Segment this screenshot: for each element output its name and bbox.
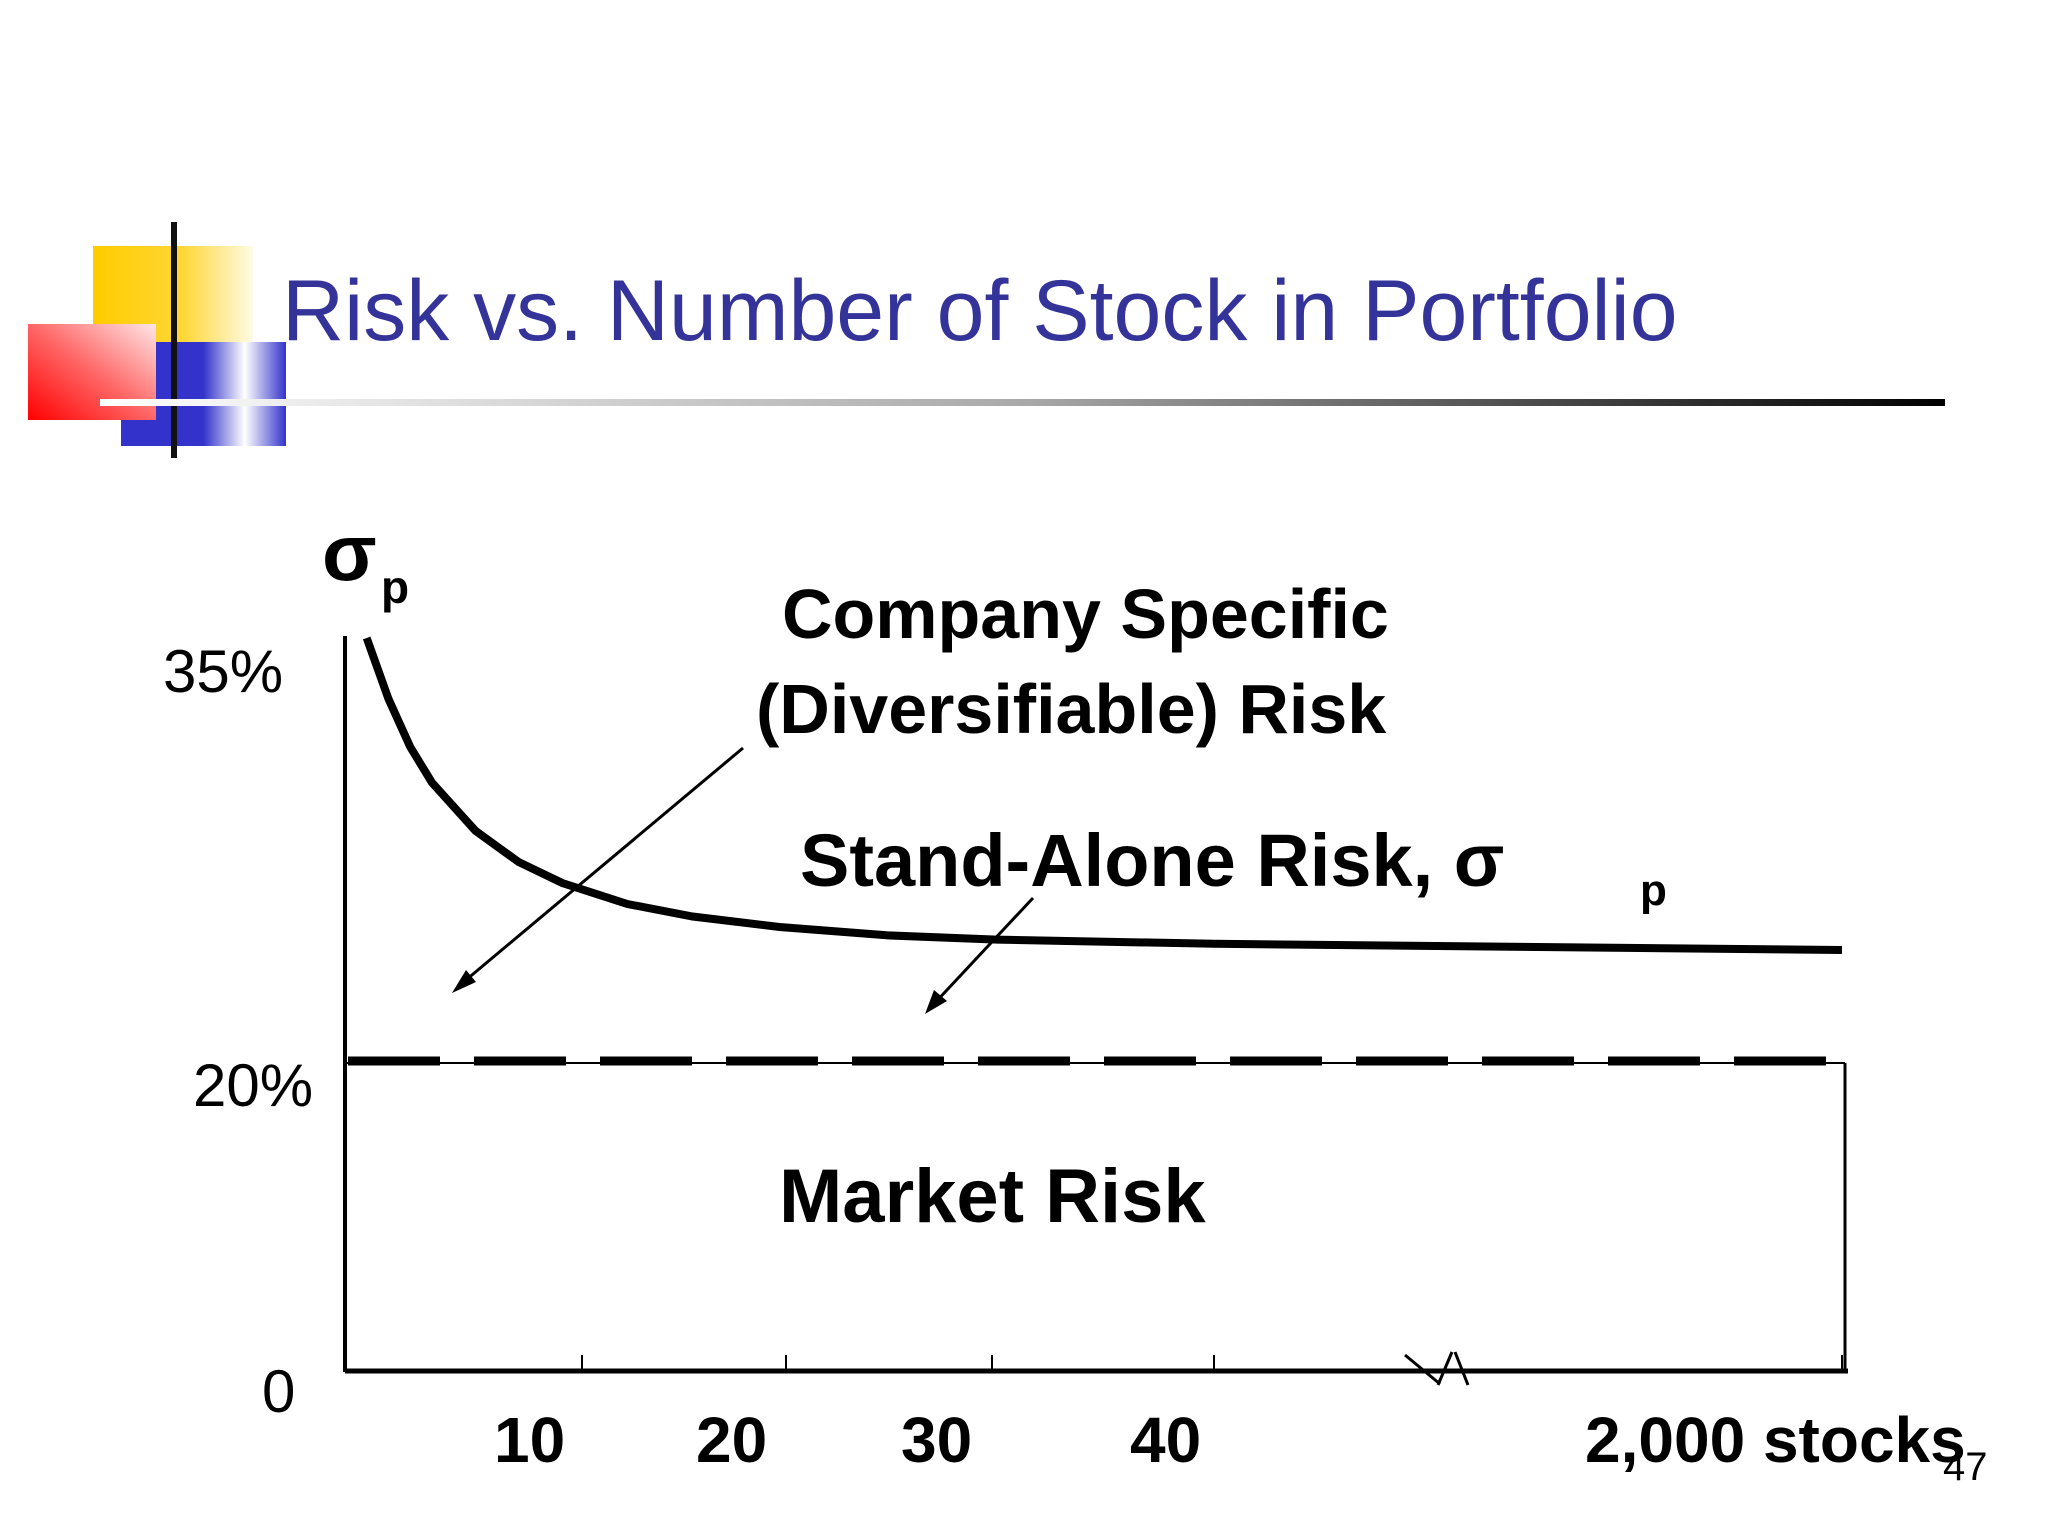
y-tick-label-35: 35%	[163, 638, 283, 705]
annotation-company-specific-line2: (Diversifiable) Risk	[756, 670, 1386, 748]
annotation-market-risk: Market Risk	[779, 1154, 1206, 1239]
series-line-stand-alone-risk	[362, 636, 1843, 954]
x-tick-label-30: 30	[901, 1404, 972, 1476]
slide-title: Risk vs. Number of Stock in Portfolio	[282, 263, 1678, 359]
arrow-company-specific	[452, 746, 744, 993]
title-underline	[100, 399, 1945, 406]
x-tick-label-40: 40	[1130, 1404, 1201, 1476]
y-tick-label-0: 0	[262, 1358, 295, 1425]
page-number: 47	[1943, 1445, 1988, 1489]
arrow-stand-alone	[925, 896, 1035, 1014]
annotation-stand-alone-subscript: p	[1640, 866, 1667, 915]
annotation-stand-alone-label: Stand-Alone Risk, σ	[800, 819, 1504, 902]
x-tick-label-10: 10	[494, 1404, 565, 1476]
x-tick-label-2000: 2,000 stocks	[1585, 1404, 1966, 1476]
y-tick-label-20: 20%	[193, 1052, 313, 1119]
axis-break-symbol	[1404, 1351, 1470, 1386]
y-axis-symbol-subscript: p	[381, 561, 409, 613]
deco-vertical-bar	[171, 222, 177, 458]
y-axis-symbol: σ	[322, 508, 377, 597]
x-tick-label-20: 20	[696, 1404, 767, 1476]
annotation-company-specific-line1: Company Specific	[782, 575, 1389, 653]
